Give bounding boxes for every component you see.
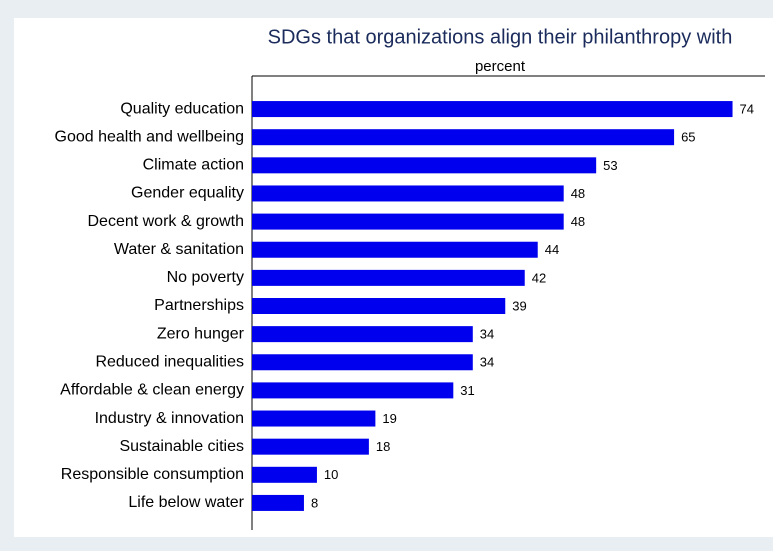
bar bbox=[252, 213, 564, 230]
data-label: 34 bbox=[480, 355, 494, 370]
y-tick-label: Partnerships bbox=[154, 297, 244, 314]
y-tick-label: Decent work & growth bbox=[87, 213, 244, 230]
y-tick-label: Zero hunger bbox=[157, 325, 245, 342]
bar bbox=[252, 410, 376, 427]
bar bbox=[252, 382, 454, 399]
bar bbox=[252, 185, 564, 202]
data-label: 19 bbox=[382, 411, 396, 426]
data-label: 74 bbox=[740, 102, 754, 117]
data-label: 8 bbox=[311, 495, 318, 510]
data-label: 34 bbox=[480, 327, 494, 342]
y-tick-label: Affordable & clean energy bbox=[60, 382, 244, 399]
y-tick-label: Water & sanitation bbox=[114, 241, 244, 258]
bar bbox=[252, 269, 525, 286]
bar bbox=[252, 466, 317, 483]
bar bbox=[252, 241, 538, 258]
data-label: 48 bbox=[571, 186, 585, 201]
y-tick-label: Reduced inequalities bbox=[95, 353, 244, 370]
y-tick-label: Industry & innovation bbox=[95, 410, 244, 427]
data-label: 65 bbox=[681, 130, 695, 145]
bar bbox=[252, 326, 473, 343]
bar bbox=[252, 354, 473, 371]
data-label: 18 bbox=[376, 439, 390, 454]
y-tick-label: Responsible consumption bbox=[61, 466, 244, 483]
y-tick-label: Climate action bbox=[143, 157, 244, 174]
data-label: 42 bbox=[532, 270, 546, 285]
bar bbox=[252, 438, 369, 455]
bar bbox=[252, 157, 597, 174]
y-tick-label: Quality education bbox=[120, 100, 244, 117]
y-tick-label: Gender equality bbox=[131, 185, 244, 202]
data-label: 48 bbox=[571, 214, 585, 229]
bar bbox=[252, 101, 733, 118]
chart-subtitle: percent bbox=[475, 58, 526, 75]
chart-title: SDGs that organizations align their phil… bbox=[268, 26, 733, 48]
data-label: 44 bbox=[545, 242, 559, 257]
data-label: 39 bbox=[512, 298, 526, 313]
y-tick-label: Good health and wellbeing bbox=[55, 128, 244, 145]
bar bbox=[252, 129, 675, 146]
data-label: 31 bbox=[460, 383, 474, 398]
y-tick-label: Life below water bbox=[128, 494, 244, 511]
y-tick-label: Sustainable cities bbox=[119, 438, 244, 455]
bar bbox=[252, 298, 506, 314]
data-label: 10 bbox=[324, 467, 338, 482]
y-tick-label: No poverty bbox=[167, 269, 244, 286]
data-label: 53 bbox=[603, 158, 617, 173]
bar bbox=[252, 494, 304, 511]
